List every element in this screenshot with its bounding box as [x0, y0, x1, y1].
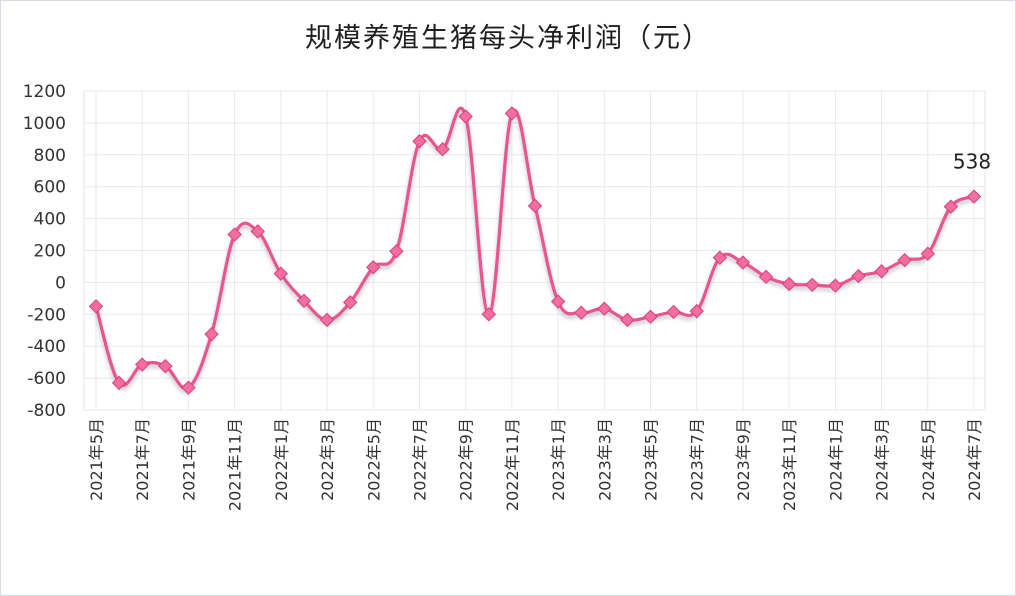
data-point-marker — [296, 293, 312, 308]
x-tick-label: 2021年11月 — [226, 418, 245, 511]
x-tick-label: 2023年5月 — [642, 418, 661, 501]
x-tick-label: 2022年7月 — [410, 418, 429, 501]
x-tick-label: 2024年5月 — [919, 418, 938, 501]
y-tick-label: 1200 — [23, 82, 66, 102]
data-point-marker — [181, 380, 196, 395]
y-tick-label: -400 — [27, 337, 66, 357]
y-tick-label: -800 — [27, 401, 66, 421]
x-tick-label: 2023年1月 — [549, 418, 568, 501]
data-point-marker — [227, 227, 242, 242]
data-point-marker — [712, 250, 728, 265]
data-point-marker — [550, 294, 566, 309]
y-tick-label: 0 — [55, 273, 66, 293]
x-tick-label: 2023年9月 — [734, 418, 753, 501]
x-tick-label: 2023年7月 — [688, 418, 707, 501]
chart-title: 规模养殖生猪每头净利润（元） — [305, 23, 711, 54]
data-point-marker — [943, 199, 959, 214]
y-tick-label: 200 — [34, 242, 66, 262]
data-point-marker — [874, 264, 889, 279]
x-tick-label: 2021年7月 — [133, 418, 152, 501]
data-point-marker — [435, 142, 450, 157]
data-point-marker — [342, 295, 358, 310]
x-tick-label: 2022年3月 — [318, 418, 337, 501]
y-tick-label: -600 — [27, 369, 66, 389]
x-tick-label: 2023年11月 — [780, 418, 799, 511]
data-point-marker — [828, 278, 843, 293]
x-tick-label: 2022年1月 — [272, 418, 291, 501]
data-point-marker — [458, 109, 473, 124]
data-point-marker — [273, 266, 289, 281]
data-labels: 538 — [953, 150, 991, 174]
data-point-marker — [481, 307, 496, 322]
x-tick-label: 2021年5月 — [87, 418, 106, 501]
x-tick-label: 2024年3月 — [873, 418, 892, 501]
x-axis: 2021年5月 2021年7月 2021年9月 2021年11月 2022年1月 2022… — [87, 418, 984, 511]
data-point-marker — [389, 244, 404, 259]
data-point-marker — [689, 303, 704, 319]
data-point-marker — [574, 305, 589, 320]
data-point-marker — [666, 304, 681, 320]
y-tick-label: -200 — [27, 305, 66, 325]
series-markers — [88, 106, 982, 395]
y-axis: 1200 1000 800 600 400 200 0 -200 -400 -600 -800 — [23, 82, 66, 421]
y-tick-label: 400 — [34, 210, 66, 230]
x-tick-label: 2022年9月 — [457, 418, 476, 501]
data-point-marker — [250, 224, 265, 239]
data-point-marker — [920, 246, 935, 261]
data-point-marker — [204, 327, 219, 342]
data-point-marker — [88, 299, 104, 314]
y-tick-label: 800 — [34, 146, 66, 166]
y-tick-label: 600 — [34, 178, 66, 198]
data-point-marker — [735, 255, 751, 270]
x-tick-label: 2024年1月 — [826, 418, 845, 501]
y-tick-label: 1000 — [23, 114, 66, 134]
data-point-marker — [504, 106, 520, 121]
data-point-marker — [966, 189, 982, 204]
data-point-marker — [620, 312, 635, 328]
x-tick-label: 2021年9月 — [179, 418, 198, 501]
x-tick-label: 2022年5月 — [364, 418, 383, 501]
data-point-marker — [366, 260, 381, 275]
x-tick-label: 2022年11月 — [503, 418, 522, 511]
data-point-marker — [135, 357, 150, 372]
grid — [83, 90, 986, 411]
data-point-marker — [643, 309, 658, 324]
data-point-marker — [781, 276, 797, 292]
x-tick-label: 2024年7月 — [965, 418, 984, 501]
data-point-marker — [805, 277, 820, 292]
data-label: 538 — [953, 150, 991, 174]
data-point-marker — [111, 375, 127, 391]
data-point-marker — [851, 268, 866, 284]
x-tick-label: 2023年3月 — [595, 418, 614, 501]
data-point-marker — [319, 312, 335, 328]
data-point-marker — [158, 358, 173, 374]
data-point-marker — [527, 198, 543, 214]
data-point-marker — [758, 269, 774, 285]
data-point-marker — [412, 134, 427, 149]
data-point-marker — [897, 252, 912, 268]
data-point-marker — [597, 301, 612, 316]
